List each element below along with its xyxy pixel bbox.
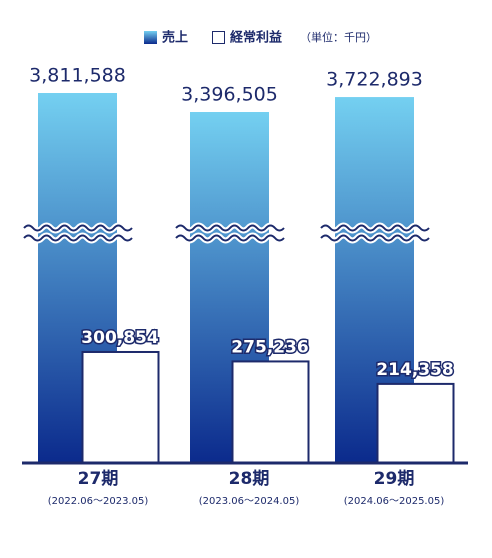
legend-swatch (144, 31, 157, 44)
data-label: 3,722,893 (326, 69, 423, 91)
x-tick-label: 27期 (78, 469, 119, 489)
axis-break (320, 224, 430, 232)
legend-swatch (212, 31, 225, 44)
bar (376, 382, 455, 464)
x-tick-label: 29期 (374, 469, 415, 489)
period-label: (2022.06〜2023.05) (48, 496, 149, 507)
data-label: 3,811,588 (29, 65, 126, 87)
axis-break (23, 224, 133, 232)
axis-break (320, 234, 430, 242)
unit-note: （単位：千円） (300, 30, 377, 44)
legend-label: 売上 (162, 30, 188, 46)
period-label: (2023.06〜2024.05) (199, 496, 300, 507)
data-label: 275,236 (231, 337, 308, 357)
x-tick-label: 28期 (229, 469, 270, 489)
bar (81, 350, 160, 464)
data-label: 3,396,505 (181, 84, 278, 106)
bar (231, 360, 310, 465)
data-label: 300,854 (81, 328, 159, 348)
axis-break (175, 224, 285, 232)
axis-break (175, 234, 285, 242)
period-label: (2024.06〜2025.05) (344, 496, 445, 507)
data-label: 214,358 (376, 360, 453, 380)
legend-label: 経常利益 (230, 30, 282, 46)
axis-break (23, 234, 133, 242)
